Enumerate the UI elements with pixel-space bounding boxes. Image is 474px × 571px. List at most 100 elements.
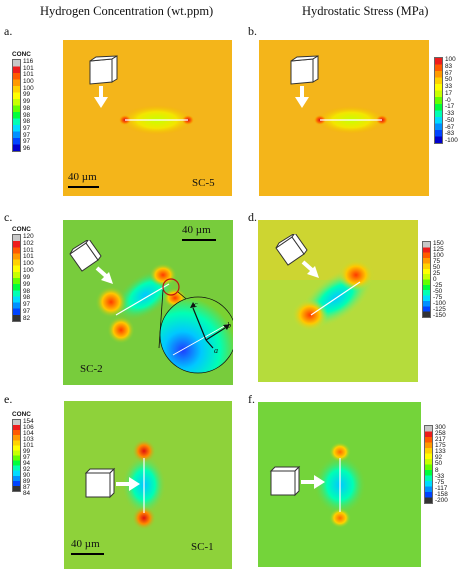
specimen-label-a: SC-5 bbox=[192, 177, 215, 189]
legend-c-tick: 97 bbox=[23, 301, 31, 309]
legend-d-tick: -125 bbox=[433, 306, 446, 313]
legend-d: 150 125 100 75 50 25 0 -25 -50 -75 -100 -125 -150 bbox=[422, 240, 446, 319]
legend-e-tick: 92 bbox=[23, 466, 31, 473]
legend-e-tick: 97 bbox=[23, 454, 31, 461]
loading-direction-icon-f bbox=[269, 465, 329, 499]
legend-f-tick: -158 bbox=[435, 490, 448, 498]
legend-e-tick: 103 bbox=[23, 436, 34, 443]
legend-d-tick: -25 bbox=[433, 282, 443, 289]
loading-direction-icon-e bbox=[84, 467, 144, 501]
legend-f-tick: 300 bbox=[435, 424, 446, 431]
colorbar-f bbox=[424, 425, 433, 504]
scale-bar-label-e: 40 µm bbox=[71, 538, 100, 550]
loading-direction-icon-c bbox=[67, 240, 117, 288]
legend-b-tick: 67 bbox=[445, 69, 453, 77]
scale-bar-c: 40 µm bbox=[182, 224, 216, 241]
legend-a-tick: 98 bbox=[23, 111, 31, 119]
legend-b-tick: -33 bbox=[445, 110, 455, 117]
legend-title-a: CONC bbox=[12, 51, 31, 58]
legend-title-e: CONC bbox=[12, 411, 31, 418]
legend-b-tick: -50 bbox=[445, 116, 455, 124]
legend-e-tick: 84 bbox=[23, 490, 31, 497]
legend-d-tick: -150 bbox=[433, 312, 446, 319]
legend-f-tick: 175 bbox=[435, 442, 446, 450]
legend-d-tick: -75 bbox=[433, 294, 443, 301]
legend-b-tick: -67 bbox=[445, 123, 455, 131]
colorbar-b bbox=[434, 57, 443, 144]
legend-f-tick: 133 bbox=[435, 448, 446, 456]
legend-e-tick: 87 bbox=[23, 484, 31, 491]
legend-e-tick: 106 bbox=[23, 424, 34, 431]
legend-c-tick: 99 bbox=[23, 273, 31, 281]
legend-c-tick: 100 bbox=[23, 260, 34, 268]
legend-f-tick: 258 bbox=[435, 430, 446, 438]
legend-f-tick: 217 bbox=[435, 436, 446, 444]
legend-a-tick: 98 bbox=[23, 104, 31, 112]
legend-f-tick: -117 bbox=[435, 484, 448, 492]
legend-c-tick: 101 bbox=[23, 246, 34, 254]
legend-f-tick: 92 bbox=[435, 454, 443, 462]
legend-f-tick: 50 bbox=[435, 460, 443, 468]
panel-letter-d: d. bbox=[248, 210, 257, 224]
legend-d-tick: 50 bbox=[433, 264, 441, 271]
legend-f-tick: 8 bbox=[435, 466, 439, 474]
legend-b: 100 83 67 50 33 17 -0 -17 -33 -50 -67 -83 -100 bbox=[434, 56, 458, 144]
legend-e-tick: 90 bbox=[23, 472, 31, 479]
legend-d-tick: 75 bbox=[433, 258, 441, 265]
scale-bar-label-c: 40 µm bbox=[182, 224, 211, 236]
legend-b-tick: 100 bbox=[445, 56, 456, 63]
legend-a-tick: 101 bbox=[23, 64, 34, 72]
legend-b-tick: -17 bbox=[445, 103, 455, 111]
legend-c-tick: 82 bbox=[23, 314, 31, 322]
legend-d-tick: 125 bbox=[433, 246, 444, 253]
legend-b-tick: 33 bbox=[445, 83, 453, 90]
panel-letter-e: e. bbox=[4, 392, 13, 406]
axis-label-b: b bbox=[227, 321, 231, 330]
colorbar-a bbox=[12, 59, 21, 152]
loading-direction-icon-d bbox=[273, 234, 323, 282]
colorbar-d bbox=[422, 241, 431, 318]
legend-b-tick: 50 bbox=[445, 76, 453, 84]
panel-letter-f: f. bbox=[248, 392, 255, 406]
legend-c-tick: 97 bbox=[23, 308, 31, 316]
legend-b-tick: -100 bbox=[445, 137, 458, 144]
axis-label-a: a bbox=[214, 346, 218, 355]
legend-f-tick: -75 bbox=[435, 478, 445, 486]
legend-a-tick: 97 bbox=[23, 138, 31, 146]
column-header-concentration: Hydrogen Concentration (wt.ppm) bbox=[40, 4, 214, 18]
legend-c-tick: 99 bbox=[23, 280, 31, 288]
contour-plot-e bbox=[64, 401, 232, 569]
legend-f-tick: -33 bbox=[435, 472, 445, 480]
legend-b-tick: 17 bbox=[445, 89, 453, 97]
legend-c-tick: 100 bbox=[23, 267, 34, 275]
legend-a-tick: 100 bbox=[23, 78, 34, 86]
legend-b-tick: -83 bbox=[445, 130, 455, 138]
legend-d-tick: -50 bbox=[433, 288, 443, 295]
specimen-label-e: SC-1 bbox=[191, 541, 214, 553]
legend-c-tick: 102 bbox=[23, 239, 34, 247]
legend-d-tick: -100 bbox=[433, 300, 446, 307]
contour-plot-b bbox=[259, 40, 429, 196]
legend-c: CONC 120 102 101 101 100 100 99 99 98 98 97 97 82 bbox=[12, 226, 34, 322]
loading-direction-icon-a bbox=[86, 55, 122, 111]
legend-e: CONC 154 106 104 103 101 99 97 94 92 90 89 87 84 bbox=[12, 411, 34, 497]
legend-b-tick: -0 bbox=[445, 96, 451, 104]
legend-e-tick: 94 bbox=[23, 460, 31, 467]
legend-c-tick: 101 bbox=[23, 253, 34, 261]
contour-plot-c bbox=[63, 220, 233, 385]
legend-e-tick: 99 bbox=[23, 448, 31, 455]
legend-d-tick: 150 bbox=[433, 240, 444, 247]
legend-f: 300 258 217 175 133 92 50 8 -33 -75 -117 -158 -200 bbox=[424, 424, 448, 504]
legend-f-tick: -200 bbox=[435, 496, 448, 504]
panel-letter-a: a. bbox=[4, 24, 13, 38]
legend-a: CONC 116 101 101 100 100 99 99 98 98 98 97 97 97 96 bbox=[12, 51, 34, 152]
legend-d-tick: 0 bbox=[433, 276, 437, 283]
legend-e-tick: 104 bbox=[23, 430, 34, 437]
legend-a-tick: 100 bbox=[23, 84, 34, 92]
legend-a-tick: 99 bbox=[23, 98, 31, 106]
legend-d-tick: 25 bbox=[433, 270, 441, 277]
legend-b-tick: 83 bbox=[445, 62, 453, 70]
scale-bar-label-a: 40 µm bbox=[68, 171, 97, 183]
legend-a-tick: 116 bbox=[23, 58, 34, 65]
legend-c-tick: 98 bbox=[23, 287, 31, 295]
